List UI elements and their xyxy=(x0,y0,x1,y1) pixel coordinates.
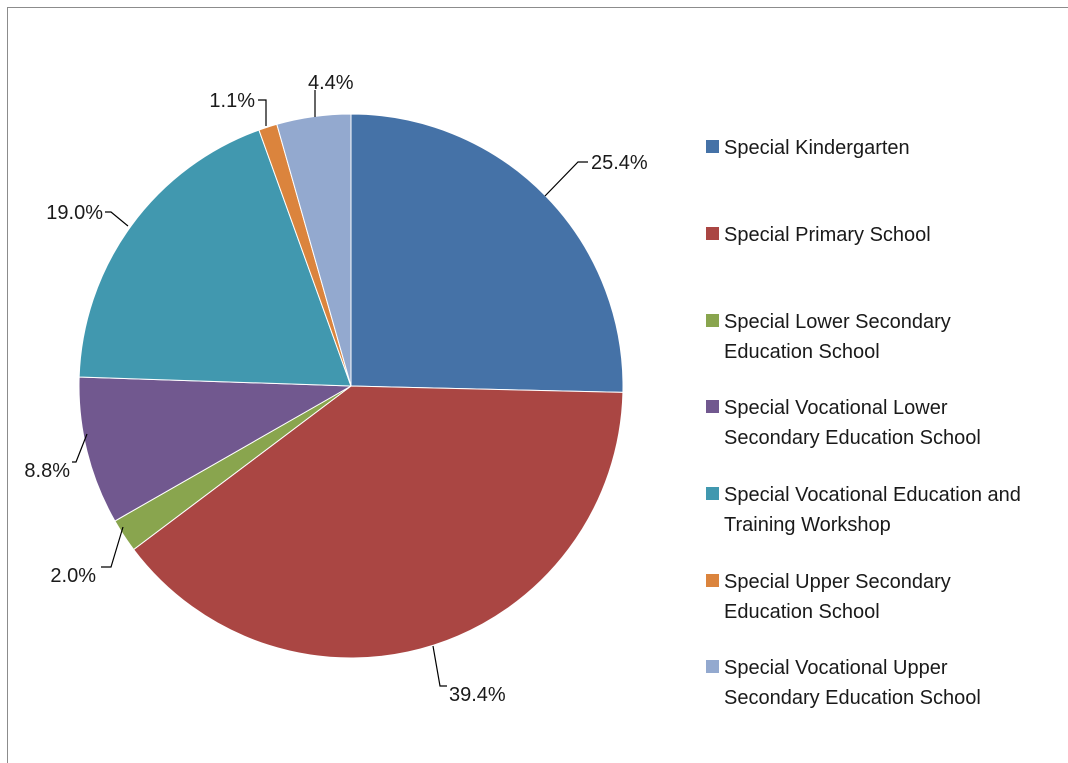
legend-item-2: Special Primary School xyxy=(706,220,1054,250)
data-label-2: 39.4% xyxy=(449,684,506,706)
legend-item-3: Special Lower Secondary Education School xyxy=(706,307,1054,367)
legend-item-4: Special Vocational Lower Secondary Educat… xyxy=(706,393,1054,453)
legend-swatch xyxy=(706,660,719,673)
leader-line-1 xyxy=(544,161,588,197)
pie-slices xyxy=(78,113,624,659)
data-label-6: 1.1% xyxy=(209,90,255,112)
legend-swatch xyxy=(706,574,719,587)
pie-slice-1 xyxy=(350,113,624,393)
legend-label: Special Vocational Upper Secondary Educat… xyxy=(724,657,981,709)
pie-slice-7 xyxy=(276,113,352,387)
pie-slice-2 xyxy=(132,385,624,659)
legend-swatch xyxy=(706,140,719,153)
leader-line-5 xyxy=(105,211,129,227)
pie-slice-5 xyxy=(78,129,352,387)
legend-label: Special Kindergarten xyxy=(724,137,910,159)
leader-lines xyxy=(72,90,588,687)
legend-item-5: Special Vocational Education and Training… xyxy=(706,480,1054,540)
data-label-4: 8.8% xyxy=(24,460,70,482)
leader-line-6 xyxy=(258,99,267,126)
legend-swatch xyxy=(706,314,719,327)
legend-label: Special Lower Secondary Education School xyxy=(724,311,951,363)
legend-swatch xyxy=(706,400,719,413)
legend-label: Special Vocational Lower Secondary Educat… xyxy=(724,397,981,449)
leader-line-4 xyxy=(72,433,88,463)
legend-swatch xyxy=(706,227,719,240)
data-label-5: 19.0% xyxy=(46,202,103,224)
chart-frame xyxy=(7,7,1068,763)
legend-item-1: Special Kindergarten xyxy=(706,133,1054,163)
legend-label: Special Primary School xyxy=(724,224,931,246)
data-label-1: 25.4% xyxy=(591,152,648,174)
legend: Special Kindergarten Special Primary Scho… xyxy=(706,0,1066,763)
data-label-3: 2.0% xyxy=(50,565,96,587)
pie-slice-4 xyxy=(78,376,353,522)
leader-line-2 xyxy=(432,645,447,687)
leader-line-3 xyxy=(101,526,124,568)
legend-item-6: Special Upper Secondary Education School xyxy=(706,567,1054,627)
legend-swatch xyxy=(706,487,719,500)
data-label-7: 4.4% xyxy=(308,72,354,94)
data-labels: 25.4% 39.4% 2.0% 8.8% 19.0% 1.1% 4.4% xyxy=(24,72,648,706)
legend-label: Special Upper Secondary Education School xyxy=(724,571,951,623)
legend-item-7: Special Vocational Upper Secondary Educat… xyxy=(706,653,1054,713)
legend-label: Special Vocational Education and Training… xyxy=(724,484,1021,536)
